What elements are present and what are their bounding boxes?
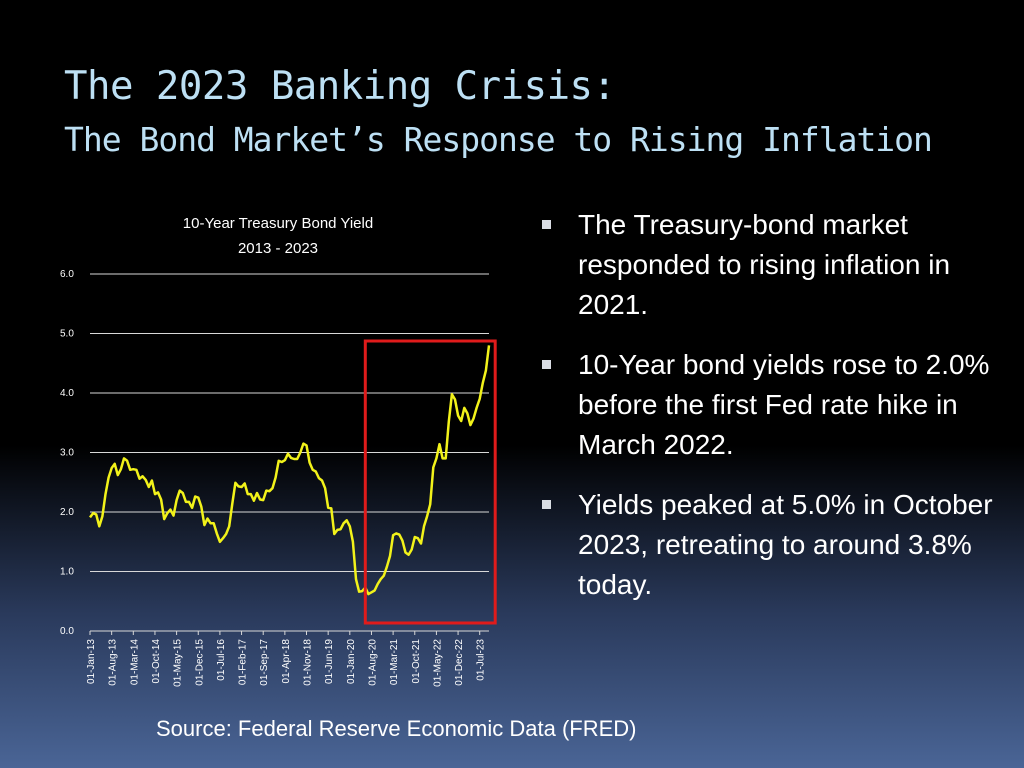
bullet-item: The Treasury-bond market responded to ri… [538,205,1008,325]
square-bullet-icon [542,220,551,229]
bullet-list: The Treasury-bond market responded to ri… [538,205,1008,625]
slide-title: The 2023 Banking Crisis: [64,64,616,109]
y-tick-label: 1.0 [60,567,74,578]
bullet-text: The Treasury-bond market responded to ri… [578,209,951,320]
x-tick-label: 01-Oct-14 [151,639,162,684]
highlight-box [363,339,497,625]
slide-subtitle: The Bond Market’s Response to Rising Inf… [64,120,933,159]
series-line [88,345,491,596]
square-bullet-icon [542,360,551,369]
x-tick-label: 01-Dec-15 [194,639,205,686]
source-note: Source: Federal Reserve Economic Data (F… [156,716,637,741]
bullet-item: Yields peaked at 5.0% in October 2023, r… [538,485,1008,605]
x-tick-label: 01-Feb-17 [238,639,249,686]
y-tick-label: 5.0 [60,329,74,340]
x-tick-label: 01-Jun-19 [324,639,335,684]
y-tick-label: 6.0 [60,269,74,280]
x-tick-label: 01-May-22 [432,639,443,687]
y-tick-label: 2.0 [60,507,74,518]
bullet-item: 10-Year bond yields rose to 2.0% before … [538,345,1008,465]
x-tick-label: 01-May-15 [173,639,184,687]
x-tick-label: 01-Dec-22 [454,639,465,686]
chart-subtitle: 2013 - 2023 [238,240,318,257]
x-tick-label: 01-Apr-18 [281,639,292,684]
x-tick-label: 01-Oct-21 [411,639,422,684]
x-tick-label: 01-Nov-18 [303,639,314,686]
x-tick-label: 01-Sep-17 [259,639,270,686]
bullet-text: Yields peaked at 5.0% in October 2023, r… [578,489,993,600]
y-tick-label: 0.0 [60,626,74,637]
x-tick-label: 01-Mar-14 [129,639,140,686]
chart-title: 10-Year Treasury Bond Yield [183,215,373,232]
x-tick-label: 01-Mar-21 [389,639,400,686]
x-tick-label: 01-Aug-20 [367,639,378,686]
x-tick-label: 01-Jan-20 [346,639,357,684]
y-tick-label: 3.0 [60,448,74,459]
bullet-text: 10-Year bond yields rose to 2.0% before … [578,349,990,460]
x-tick-label: 01-Aug-13 [108,639,119,686]
square-bullet-icon [542,500,551,509]
x-tick-label: 01-Jul-23 [476,639,487,681]
x-tick-label: 01-Jan-13 [86,639,97,684]
x-tick-label: 01-Jul-16 [216,639,227,681]
y-tick-label: 4.0 [60,388,74,399]
